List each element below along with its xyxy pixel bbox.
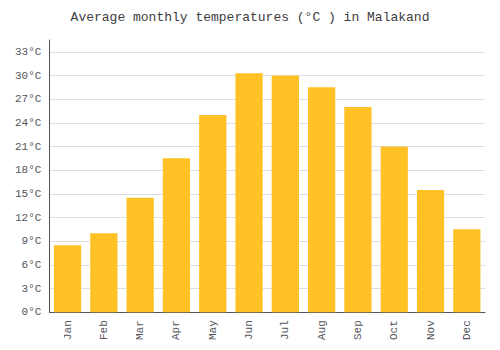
svg-text:Apr: Apr [170, 320, 182, 340]
svg-text:30°C: 30°C [15, 70, 42, 82]
svg-text:33°C: 33°C [15, 46, 42, 58]
svg-text:24°C: 24°C [15, 117, 42, 129]
svg-text:May: May [207, 320, 219, 340]
svg-text:Jan: Jan [62, 320, 74, 340]
svg-text:Aug: Aug [316, 320, 328, 340]
svg-text:Feb: Feb [98, 320, 110, 340]
svg-text:Mar: Mar [134, 320, 146, 340]
svg-text:12°C: 12°C [15, 212, 42, 224]
svg-text:6°C: 6°C [22, 259, 42, 271]
svg-text:Dec: Dec [461, 320, 473, 340]
svg-text:0°C: 0°C [22, 306, 42, 318]
svg-text:18°C: 18°C [15, 164, 42, 176]
svg-text:15°C: 15°C [15, 188, 42, 200]
svg-text:9°C: 9°C [22, 235, 42, 247]
svg-text:Average monthly temperatures (: Average monthly temperatures (°C ) in Ma… [71, 10, 430, 25]
svg-text:3°C: 3°C [22, 283, 42, 295]
svg-text:Jun: Jun [243, 320, 255, 340]
svg-text:Sep: Sep [352, 320, 364, 340]
svg-text:27°C: 27°C [15, 93, 42, 105]
svg-text:Nov: Nov [425, 320, 437, 340]
svg-text:Oct: Oct [388, 320, 400, 340]
svg-text:Jul: Jul [279, 320, 291, 340]
svg-text:21°C: 21°C [15, 141, 42, 153]
